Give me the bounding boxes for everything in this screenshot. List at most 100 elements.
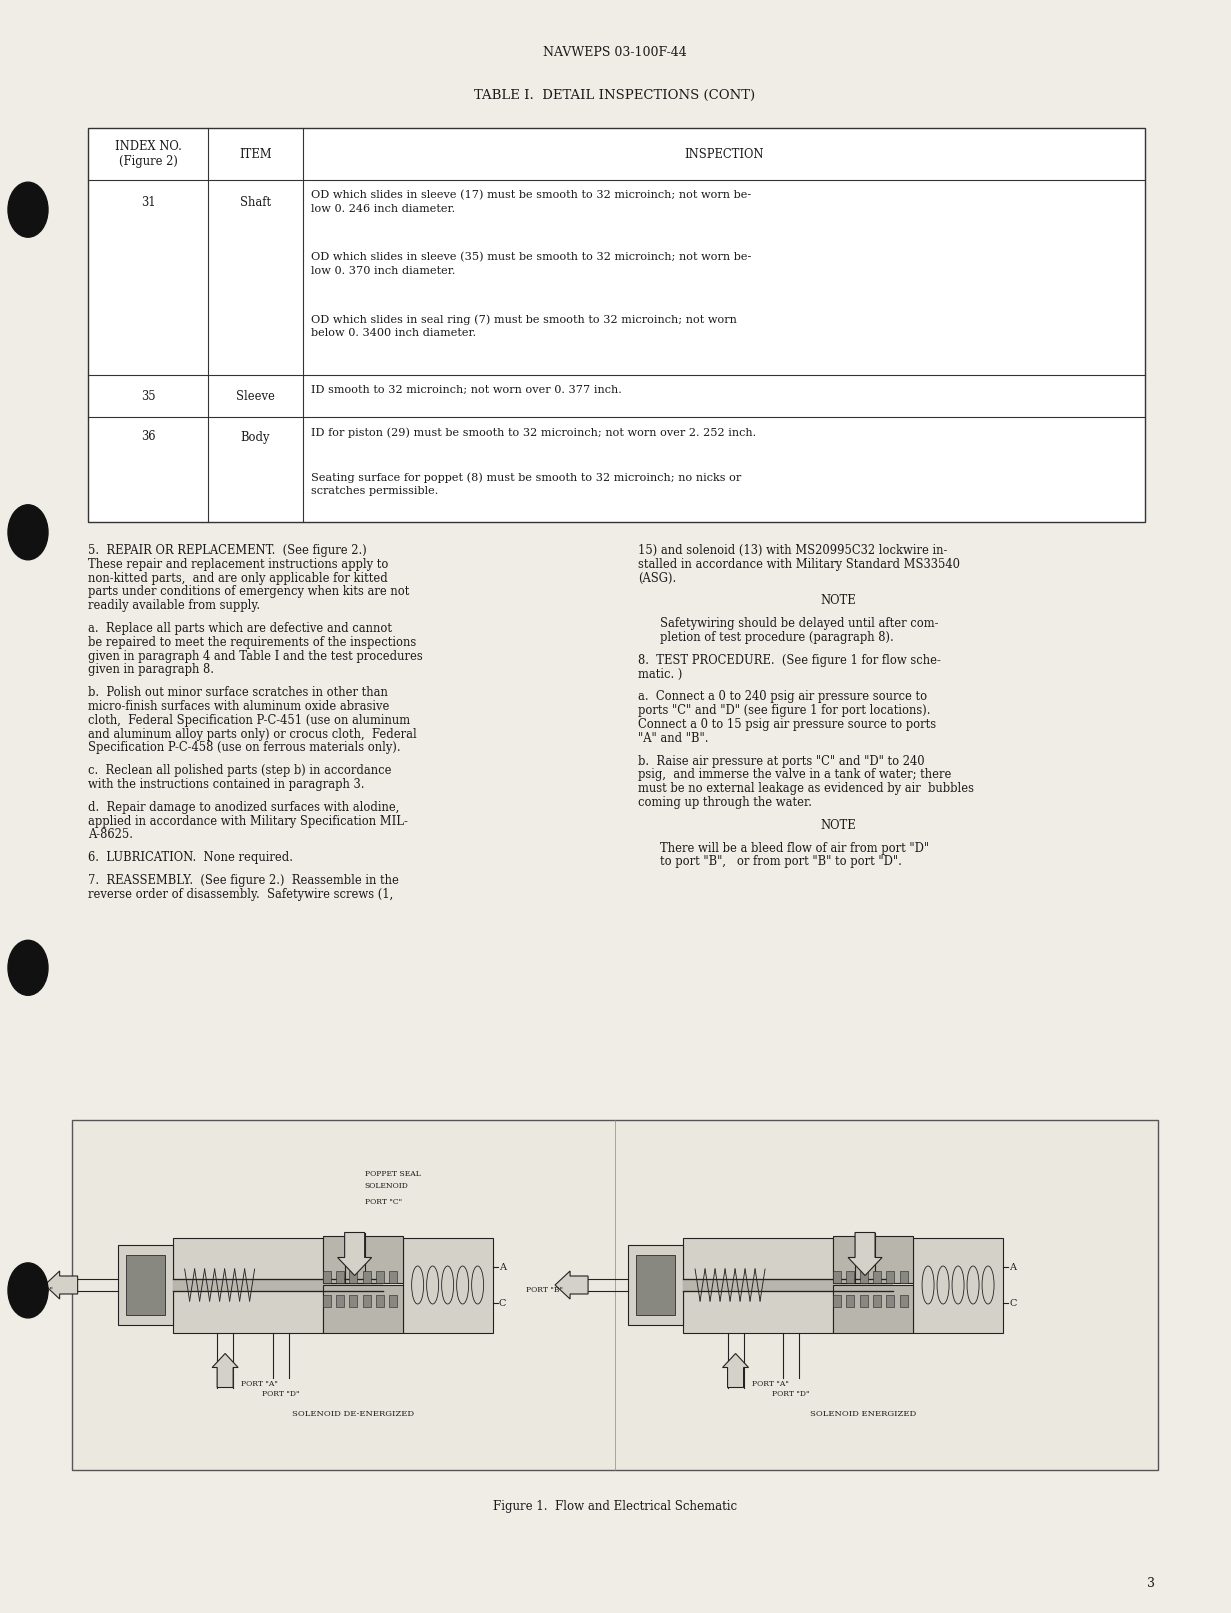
Text: OD which slides in sleeve (35) must be smooth to 32 microinch; not worn be-: OD which slides in sleeve (35) must be s… [311, 252, 751, 263]
Bar [323, 1286, 403, 1332]
Text: SOLENOID DE-ENERGIZED: SOLENOID DE-ENERGIZED [292, 1410, 414, 1418]
Text: NAVWEPS 03-100F-44: NAVWEPS 03-100F-44 [543, 45, 687, 58]
FancyArrow shape [723, 1353, 748, 1387]
Text: NOTE: NOTE [820, 819, 856, 832]
Text: "A" and "B".: "A" and "B". [638, 732, 709, 745]
Text: Body: Body [241, 431, 271, 444]
Text: TABLE I.  DETAIL INSPECTIONS (CONT): TABLE I. DETAIL INSPECTIONS (CONT) [474, 89, 756, 102]
Bar [873, 1295, 881, 1307]
Text: Connect a 0 to 15 psig air pressure source to ports: Connect a 0 to 15 psig air pressure sour… [638, 718, 936, 731]
Text: 6.  LUBRICATION.  None required.: 6. LUBRICATION. None required. [87, 852, 293, 865]
Bar [375, 1271, 384, 1282]
Text: INSPECTION: INSPECTION [684, 147, 763, 161]
Bar [336, 1271, 343, 1282]
Text: 3: 3 [1147, 1578, 1155, 1590]
Text: non-kitted parts,  and are only applicable for kitted: non-kitted parts, and are only applicabl… [87, 571, 388, 584]
Bar [847, 1295, 854, 1307]
Bar [126, 1255, 165, 1315]
Text: 31: 31 [140, 195, 155, 208]
Text: given in paragraph 8.: given in paragraph 8. [87, 663, 214, 676]
Text: PORT "A": PORT "A" [241, 1381, 278, 1389]
Bar [833, 1271, 841, 1282]
Text: Sleeve: Sleeve [236, 389, 275, 403]
Bar [350, 1295, 357, 1307]
Bar [363, 1271, 371, 1282]
Bar [833, 1295, 841, 1307]
Bar [628, 1245, 683, 1324]
Text: SOLENOID ENERGIZED: SOLENOID ENERGIZED [810, 1410, 916, 1418]
Text: Shaft: Shaft [240, 195, 271, 208]
Bar [886, 1271, 895, 1282]
Bar [683, 1279, 892, 1290]
Bar [683, 1237, 833, 1332]
Text: b.  Polish out minor surface scratches in other than: b. Polish out minor surface scratches in… [87, 686, 388, 698]
Bar [403, 1237, 492, 1332]
Text: stalled in accordance with Military Standard MS33540: stalled in accordance with Military Stan… [638, 558, 960, 571]
Text: 5.  REPAIR OR REPLACEMENT.  (See figure 2.): 5. REPAIR OR REPLACEMENT. (See figure 2.… [87, 544, 367, 556]
Text: d.  Repair damage to anodized surfaces with alodine,: d. Repair damage to anodized surfaces wi… [87, 800, 399, 815]
FancyArrow shape [337, 1232, 372, 1276]
Text: given in paragraph 4 and Table I and the test procedures: given in paragraph 4 and Table I and the… [87, 650, 422, 663]
Text: below 0. 3400 inch diameter.: below 0. 3400 inch diameter. [311, 327, 476, 339]
Text: a.  Replace all parts which are defective and cannot: a. Replace all parts which are defective… [87, 623, 391, 636]
Text: low 0. 246 inch diameter.: low 0. 246 inch diameter. [311, 203, 455, 215]
Text: low 0. 370 inch diameter.: low 0. 370 inch diameter. [311, 266, 455, 276]
Text: There will be a bleed flow of air from port "D": There will be a bleed flow of air from p… [660, 842, 929, 855]
Text: micro-finish surfaces with aluminum oxide abrasive: micro-finish surfaces with aluminum oxid… [87, 700, 389, 713]
Text: ID smooth to 32 microinch; not worn over 0. 377 inch.: ID smooth to 32 microinch; not worn over… [311, 386, 622, 395]
FancyArrow shape [44, 1271, 78, 1298]
Text: PORT "D": PORT "D" [262, 1390, 299, 1398]
Text: Specification P-C-458 (use on ferrous materials only).: Specification P-C-458 (use on ferrous ma… [87, 742, 400, 755]
Ellipse shape [7, 182, 48, 237]
Bar [375, 1295, 384, 1307]
Bar [833, 1286, 913, 1332]
Bar [389, 1295, 398, 1307]
Text: matic. ): matic. ) [638, 668, 682, 681]
Text: INDEX NO.
(Figure 2): INDEX NO. (Figure 2) [114, 140, 181, 168]
Bar [847, 1271, 854, 1282]
Bar [859, 1271, 868, 1282]
Text: Seating surface for poppet (8) must be smooth to 32 microinch; no nicks or: Seating surface for poppet (8) must be s… [311, 473, 741, 482]
Text: scratches permissible.: scratches permissible. [311, 486, 438, 497]
Text: ID for piston (29) must be smooth to 32 microinch; not worn over 2. 252 inch.: ID for piston (29) must be smooth to 32 … [311, 427, 756, 437]
Text: applied in accordance with Military Specification MIL-: applied in accordance with Military Spec… [87, 815, 407, 827]
Text: readily available from supply.: readily available from supply. [87, 598, 260, 613]
Bar [336, 1295, 343, 1307]
Bar [323, 1271, 331, 1282]
Text: SOLENOID: SOLENOID [364, 1182, 409, 1190]
Bar [873, 1271, 881, 1282]
FancyArrow shape [848, 1232, 883, 1276]
Text: PORT "D": PORT "D" [772, 1390, 810, 1398]
Text: parts under conditions of emergency when kits are not: parts under conditions of emergency when… [87, 586, 410, 598]
Bar [350, 1271, 357, 1282]
Text: 36: 36 [140, 431, 155, 444]
Bar [859, 1295, 868, 1307]
Text: coming up through the water.: coming up through the water. [638, 795, 812, 810]
Bar [913, 1237, 1003, 1332]
Bar [900, 1271, 907, 1282]
Text: be repaired to meet the requirements of the inspections: be repaired to meet the requirements of … [87, 636, 416, 648]
Bar [71, 1119, 1158, 1469]
Text: OD which slides in seal ring (7) must be smooth to 32 microinch; not worn: OD which slides in seal ring (7) must be… [311, 315, 737, 324]
Bar [389, 1271, 398, 1282]
Text: A: A [1009, 1263, 1016, 1271]
Bar [900, 1295, 907, 1307]
Ellipse shape [7, 505, 48, 560]
Text: c.  Reclean all polished parts (step b) in accordance: c. Reclean all polished parts (step b) i… [87, 765, 391, 777]
Bar [833, 1236, 913, 1282]
Text: PORT "C": PORT "C" [364, 1197, 401, 1205]
Text: These repair and replacement instructions apply to: These repair and replacement instruction… [87, 558, 388, 571]
Ellipse shape [7, 940, 48, 995]
Text: 7.  REASSEMBLY.  (See figure 2.)  Reassemble in the: 7. REASSEMBLY. (See figure 2.) Reassembl… [87, 874, 399, 887]
Bar [118, 1245, 172, 1324]
Text: and aluminum alloy parts only) or crocus cloth,  Federal: and aluminum alloy parts only) or crocus… [87, 727, 417, 740]
Bar [636, 1255, 675, 1315]
Text: ITEM: ITEM [239, 147, 272, 161]
Bar [87, 127, 1145, 523]
Bar [323, 1236, 403, 1282]
Text: Figure 1.  Flow and Electrical Schematic: Figure 1. Flow and Electrical Schematic [492, 1500, 737, 1513]
Text: 15) and solenoid (13) with MS20995C32 lockwire in-: 15) and solenoid (13) with MS20995C32 lo… [638, 544, 948, 556]
Text: PORT "A": PORT "A" [752, 1381, 788, 1389]
Text: cloth,  Federal Specification P-C-451 (use on aluminum: cloth, Federal Specification P-C-451 (us… [87, 715, 410, 727]
Bar [886, 1295, 895, 1307]
